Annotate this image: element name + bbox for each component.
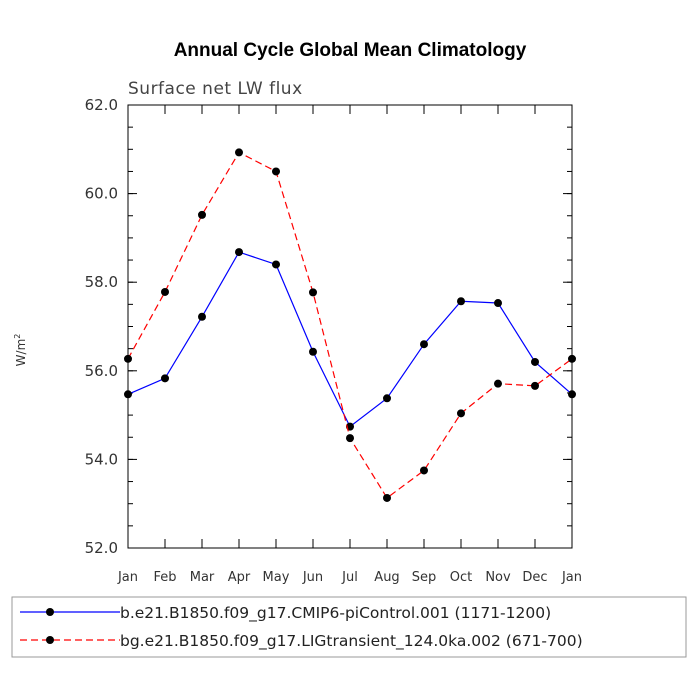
series-1-point	[457, 297, 465, 306]
series-2-point	[272, 167, 280, 176]
series-1-point	[272, 260, 280, 269]
series-2-point	[531, 381, 539, 390]
plot-area: 52.0 54.0 56.0 58.0 60.0 62.0 Jan Feb Mar Apr May J…	[85, 96, 582, 585]
chart-title: Annual Cycle Global Mean Climatology	[174, 40, 527, 61]
series-2-point	[309, 288, 317, 297]
series-2-point	[235, 148, 243, 157]
series-1-point	[161, 374, 169, 383]
y-tick-label: 56.0	[85, 362, 118, 380]
y-tick-label: 54.0	[85, 450, 118, 468]
x-tick-label: Jan	[561, 570, 582, 585]
y-tick-label: 60.0	[85, 185, 118, 203]
plot-frame	[127, 104, 573, 549]
y-tick-label: 62.0	[85, 96, 118, 114]
y-tick-label: 58.0	[85, 273, 118, 291]
x-tick-label: Jul	[341, 570, 358, 585]
series-1-point	[198, 312, 206, 321]
series-1-point	[494, 299, 502, 308]
series-1-point	[531, 357, 539, 366]
y-axis-label-exponent: 2	[13, 334, 22, 339]
x-tick-label: Apr	[228, 570, 251, 585]
series-1-point	[383, 394, 391, 403]
series-1-point	[235, 248, 243, 257]
series-2-point	[346, 434, 354, 443]
series-2-point	[161, 287, 169, 296]
legend-swatch-marker-1	[46, 608, 54, 616]
x-tick-label: Mar	[190, 570, 215, 585]
legend-box	[11, 596, 687, 658]
y-tick-label: 52.0	[85, 539, 118, 557]
series-line-2	[127, 151, 573, 499]
chart-subtitle: Surface net LW flux	[128, 79, 303, 99]
legend: b.e21.B1850.f09_g17.CMIP6-piControl.001 …	[11, 596, 687, 658]
x-tick-label: Sep	[412, 570, 437, 585]
series-2-point	[494, 379, 502, 388]
series-1-point	[309, 347, 317, 356]
series-1-point	[124, 390, 132, 399]
series-2-point	[420, 466, 428, 475]
series-1-point	[568, 390, 576, 399]
x-tick-label: Aug	[374, 570, 399, 585]
legend-label-1: b.e21.B1850.f09_g17.CMIP6-piControl.001 …	[120, 604, 551, 623]
series-2-point	[568, 354, 576, 363]
y-axis-label: W/m2	[13, 334, 28, 367]
series-2-point	[457, 409, 465, 418]
x-tick-label: Jan	[117, 570, 138, 585]
x-tick-label: Feb	[153, 570, 176, 585]
x-tick-label: Nov	[485, 570, 511, 585]
x-tick-label: Oct	[450, 570, 472, 585]
y-axis-label-unit: W/m	[14, 339, 28, 367]
series-line-1	[127, 251, 573, 428]
x-tick-label: May	[263, 570, 290, 585]
legend-swatch-marker-2	[46, 636, 54, 644]
series-2-point	[198, 210, 206, 219]
series-1-point	[420, 340, 428, 349]
series-2-point	[124, 354, 132, 363]
series-2-point	[383, 493, 391, 502]
x-tick-label: Dec	[522, 570, 547, 585]
x-tick-label: Jun	[302, 570, 323, 585]
legend-label-2: bg.e21.B1850.f09_g17.LIGtransient_124.0k…	[120, 632, 583, 651]
